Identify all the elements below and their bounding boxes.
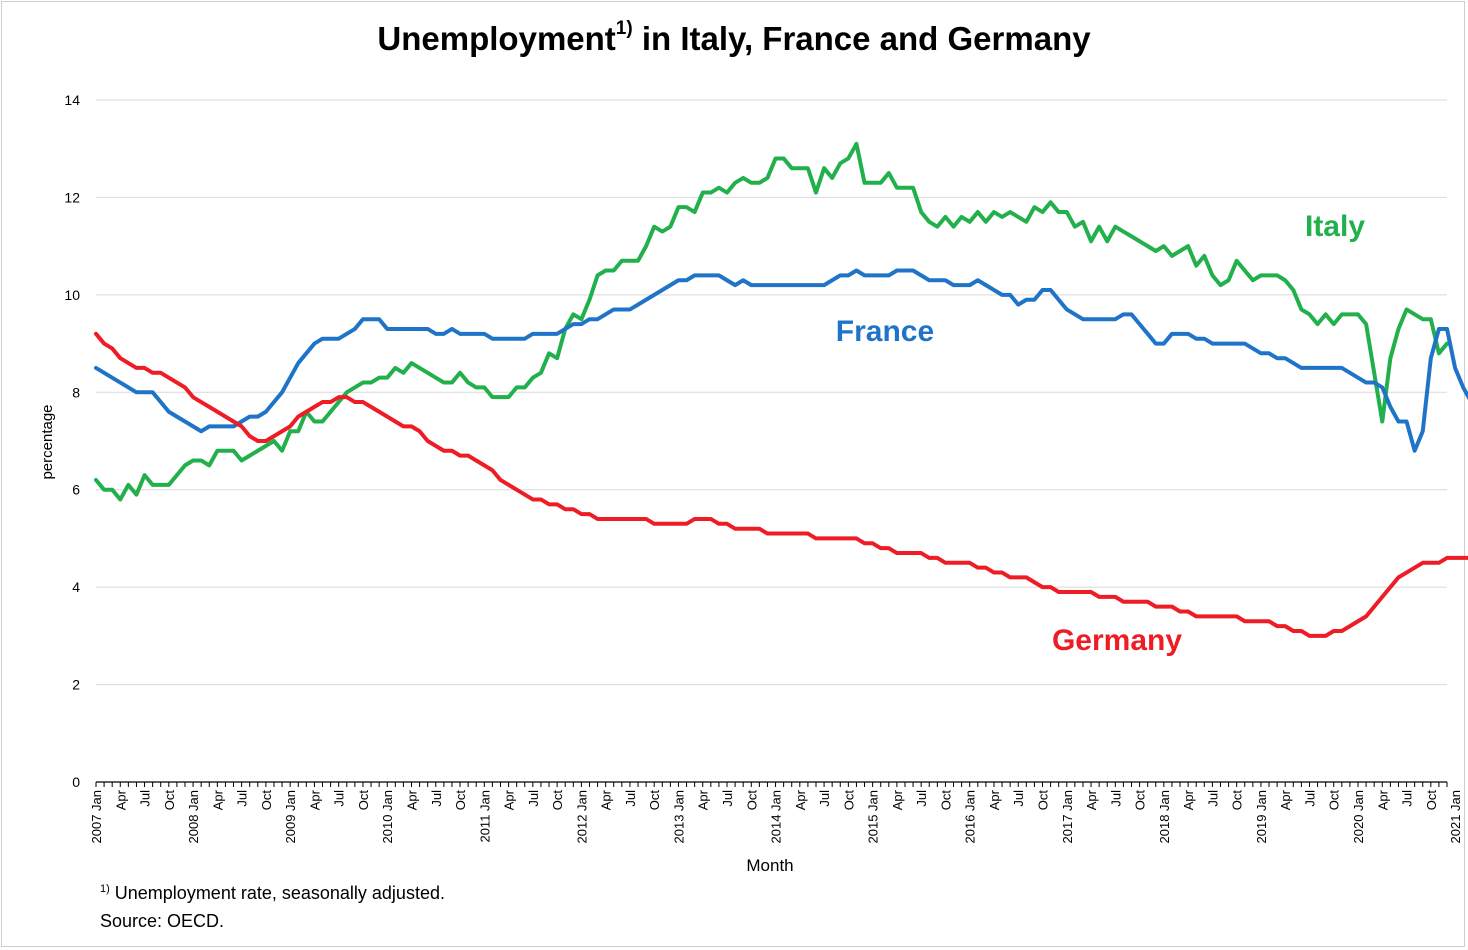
footnote: 1) Unemployment rate, seasonally adjuste… <box>100 883 445 904</box>
y-tick-label: 0 <box>72 774 80 790</box>
x-tick-label: Apr <box>502 789 517 810</box>
y-tick-label: 10 <box>64 287 80 303</box>
x-tick-label: Apr <box>987 789 1002 810</box>
y-axis-label: percentage <box>39 404 56 479</box>
gridlines <box>96 99 1447 686</box>
series-label-italy: Italy <box>1305 210 1365 243</box>
x-tick-label: 2016 Jan <box>963 790 978 844</box>
x-tick-label: 2018 Jan <box>1157 790 1172 844</box>
x-tick-label: 2010 Jan <box>380 790 395 844</box>
y-tick-labels: 0 2 4 6 8 10 12 14 <box>64 92 80 790</box>
x-tick-label: Jul <box>1302 790 1317 807</box>
x-tick-label: Jul <box>429 790 444 807</box>
x-tick-label: Oct <box>453 790 468 811</box>
chart-title: Unemployment1) in Italy, France and Germ… <box>0 18 1468 58</box>
x-tick-label: Apr <box>1375 789 1390 810</box>
series-lines <box>94 141 1468 638</box>
x-tick-label: Oct <box>744 790 759 811</box>
x-tick-label: 2021 Jan <box>1448 790 1463 844</box>
x-tick-label: Apr <box>1181 789 1196 810</box>
x-tick-label: Apr <box>599 789 614 810</box>
source-note: Source: OECD. <box>100 911 225 931</box>
x-tick-label: 2014 Jan <box>769 790 784 844</box>
x-tick-label: Jul <box>235 790 250 807</box>
x-tick-label: Oct <box>162 790 177 811</box>
y-tick-label: 6 <box>72 482 80 498</box>
x-tick-label: 2015 Jan <box>866 790 881 844</box>
footnote-marker: 1) <box>100 883 110 895</box>
x-tick-label: Jul <box>914 790 929 807</box>
y-tick-label: 14 <box>64 92 80 108</box>
series-line-france <box>94 268 1468 453</box>
x-tick-label: 2017 Jan <box>1060 790 1075 844</box>
x-tick-label: Jul <box>1205 790 1220 807</box>
x-tick-label: Apr <box>307 789 322 810</box>
series-label-france: France <box>836 315 934 348</box>
x-tick-label: 2007 Jan <box>89 790 104 844</box>
x-tick-label: Oct <box>938 790 953 811</box>
x-tick-label: Oct <box>356 790 371 811</box>
y-tick-label: 12 <box>64 189 80 205</box>
series-line-italy <box>94 141 1449 502</box>
x-tick-label: Oct <box>1036 790 1051 811</box>
x-tick-label: 2011 Jan <box>477 790 492 843</box>
x-tick-label: Oct <box>1327 790 1342 811</box>
x-tick-label: Jul <box>720 790 735 807</box>
x-tick-label: Apr <box>1084 789 1099 810</box>
x-tick-label: Oct <box>1133 790 1148 811</box>
x-tick-label: Jul <box>1108 790 1123 807</box>
x-tick-label: Jul <box>817 790 832 807</box>
x-tick-label: Oct <box>1230 790 1245 811</box>
x-tick-label: 2009 Jan <box>283 790 298 844</box>
title-main: Unemployment <box>377 20 616 57</box>
x-axis: 2007 Jan Apr Jul Oct 2008 Jan Apr Jul Oct 2009 J… <box>89 781 1463 844</box>
x-tick-label: Jul <box>138 790 153 807</box>
x-tick-label: Apr <box>1278 789 1293 810</box>
x-tick-label: Jul <box>526 790 541 807</box>
x-tick-label: Apr <box>793 789 808 810</box>
x-tick-label: Jul <box>1011 790 1026 807</box>
x-tick-label: Apr <box>405 789 420 810</box>
y-tick-label: 2 <box>72 677 80 693</box>
x-tick-label: 2013 Jan <box>671 790 686 844</box>
x-tick-label: Oct <box>841 790 856 811</box>
footnote-text: Unemployment rate, seasonally adjusted. <box>109 883 445 903</box>
x-tick-label: 2020 Jan <box>1351 790 1366 844</box>
x-tick-label: Jul <box>623 790 638 807</box>
x-tick-label: Apr <box>890 789 905 810</box>
y-tick-label: 8 <box>72 384 80 400</box>
x-tick-label: 2012 Jan <box>574 790 589 844</box>
x-tick-label: Oct <box>647 790 662 811</box>
x-tick-label: Jul <box>1400 790 1415 807</box>
series-label-germany: Germany <box>1052 624 1182 657</box>
title-superscript: 1) <box>615 18 633 39</box>
x-tick-label: 2008 Jan <box>186 790 201 844</box>
x-tick-label: 2019 Jan <box>1254 790 1269 844</box>
x-tick-label: Jul <box>332 790 347 807</box>
title-rest: in Italy, France and Germany <box>632 20 1091 57</box>
x-tick-label: Oct <box>259 790 274 811</box>
series-line-germany <box>94 331 1468 638</box>
x-axis-label: Month <box>746 856 793 875</box>
x-tick-label: Apr <box>696 789 711 810</box>
x-tick-label: Apr <box>113 789 128 810</box>
x-tick-label: Oct <box>550 790 565 811</box>
x-tick-label: Apr <box>210 789 225 810</box>
y-tick-label: 4 <box>72 579 80 595</box>
x-tick-label: Oct <box>1424 790 1439 811</box>
